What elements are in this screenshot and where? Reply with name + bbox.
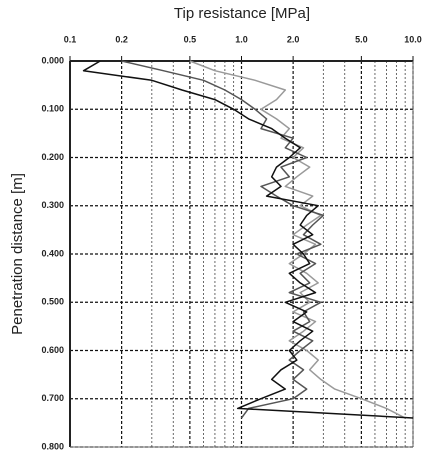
y-tick-label: 0.700 [41,393,64,403]
x-tick-label: 1.0 [235,34,248,44]
x-tick-label: 2.0 [287,34,300,44]
data-line [82,60,414,419]
x-tick-label: 0.1 [64,34,77,44]
y-tick-label: 0.200 [41,152,64,162]
data-line [189,60,406,419]
y-tick-label: 0.100 [41,104,64,114]
data-line [121,60,325,419]
x-tick-label: 0.2 [115,34,128,44]
x-tick-label: 10.0 [404,34,422,44]
x-tick-label: 0.5 [184,34,197,44]
y-tick-label: 0.300 [41,200,64,210]
y-axis-title: Penetration distance [m] [9,173,26,335]
y-tick-label: 0.600 [41,345,64,355]
y-tick-label: 0.800 [41,441,64,451]
y-tick-label: 0.500 [41,297,64,307]
y-tick-label: 0.400 [41,248,64,258]
x-tick-label: 5.0 [355,34,368,44]
x-axis-title: Tip resistance [MPa] [174,5,310,22]
y-tick-label: 0.000 [41,55,64,65]
